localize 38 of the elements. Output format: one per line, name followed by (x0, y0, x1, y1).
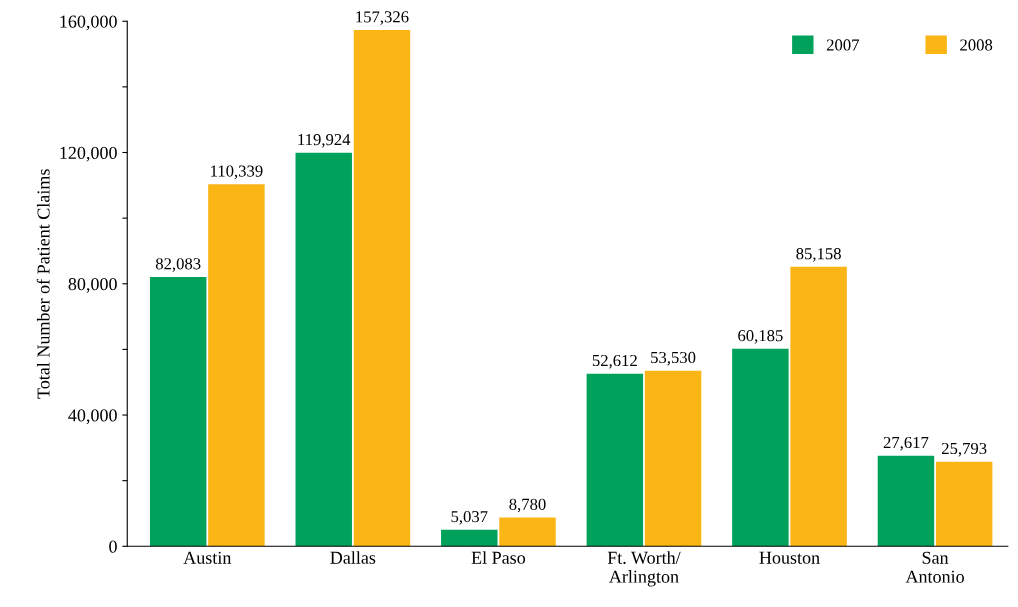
bar (935, 461, 993, 547)
bar (877, 455, 935, 547)
y-tick-label: 80,000 (68, 278, 117, 293)
data-label: 8,780 (509, 498, 546, 513)
bar (586, 373, 644, 547)
x-tick-label: Austin (183, 551, 232, 564)
legend-label: 2007 (826, 39, 860, 51)
bar (149, 276, 207, 547)
data-label: 110,339 (211, 165, 263, 180)
bar (732, 348, 789, 547)
data-label: 119,924 (298, 134, 351, 148)
bar (441, 529, 498, 547)
data-label: 27,617 (883, 436, 929, 451)
x-tick-label: Houston (759, 551, 820, 564)
x-tick-label: El Paso (471, 551, 526, 564)
data-label: 82,083 (155, 258, 201, 272)
data-label: 157,326 (356, 11, 409, 25)
bar (499, 517, 556, 547)
y-axis-title: Total Number of Patient Claims (36, 169, 50, 399)
data-label: 52,612 (592, 354, 637, 369)
data-label: 85,158 (796, 248, 841, 262)
x-tick-label: Ft. Worth/ Arlington (607, 551, 681, 587)
bar (790, 266, 847, 547)
legend-label: 2008 (960, 39, 993, 51)
bar (208, 184, 265, 547)
y-tick-label: 0 (109, 540, 117, 553)
y-tick-label: 120,000 (60, 146, 117, 162)
x-tick-label: Dallas (330, 551, 376, 564)
data-label: 53,530 (651, 351, 696, 366)
data-label: 5,037 (451, 510, 488, 525)
bar (295, 152, 352, 547)
y-tick-label: 40,000 (68, 409, 117, 425)
data-label: 25,793 (941, 442, 987, 457)
x-tick-label: San Antonio (905, 551, 964, 583)
data-label: 60,185 (738, 330, 783, 344)
bar (644, 370, 702, 547)
bar (353, 30, 411, 547)
y-tick-label: 160,000 (60, 15, 117, 31)
